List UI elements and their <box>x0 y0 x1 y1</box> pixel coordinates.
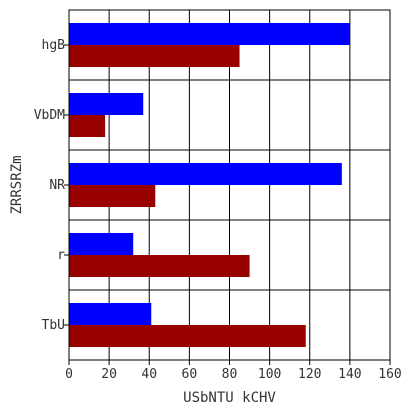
y-tick-label: hgB <box>42 38 66 53</box>
bar-series-1 <box>69 233 134 255</box>
y-tick-label: NR <box>49 178 65 193</box>
x-axis-label: USbNTU kCHV <box>183 390 276 406</box>
x-tick-label: 100 <box>258 367 281 382</box>
bar-series-2 <box>69 115 106 137</box>
bar-series-2 <box>69 45 240 67</box>
y-tick-label: r <box>57 248 65 263</box>
bar-series-2 <box>69 255 250 277</box>
x-tick-label: 0 <box>65 367 73 382</box>
x-tick-label: 20 <box>101 367 117 382</box>
y-axis-label: ZRRSRZm <box>9 155 25 214</box>
bar-series-1 <box>69 163 342 185</box>
x-tick-label: 40 <box>141 367 157 382</box>
y-tick-label: TbU <box>42 318 65 333</box>
x-tick-labels: 0 20 40 60 80 100 120 140 160 <box>65 360 402 382</box>
x-tick-label: 160 <box>378 367 401 382</box>
x-tick-label: 120 <box>298 367 321 382</box>
x-tick-label: 60 <box>182 367 198 382</box>
y-tick-labels: hgB VbDM NR r TbU <box>34 38 69 333</box>
x-tick-label: 140 <box>338 367 361 382</box>
bar-series-1 <box>69 23 350 45</box>
y-tick-label: VbDM <box>34 108 65 123</box>
bar-series-1 <box>69 93 144 115</box>
bar-series-2 <box>69 185 156 207</box>
bar-series-1 <box>69 303 152 325</box>
bar-series-2 <box>69 325 306 347</box>
bars <box>69 23 350 347</box>
x-tick-label: 80 <box>222 367 238 382</box>
